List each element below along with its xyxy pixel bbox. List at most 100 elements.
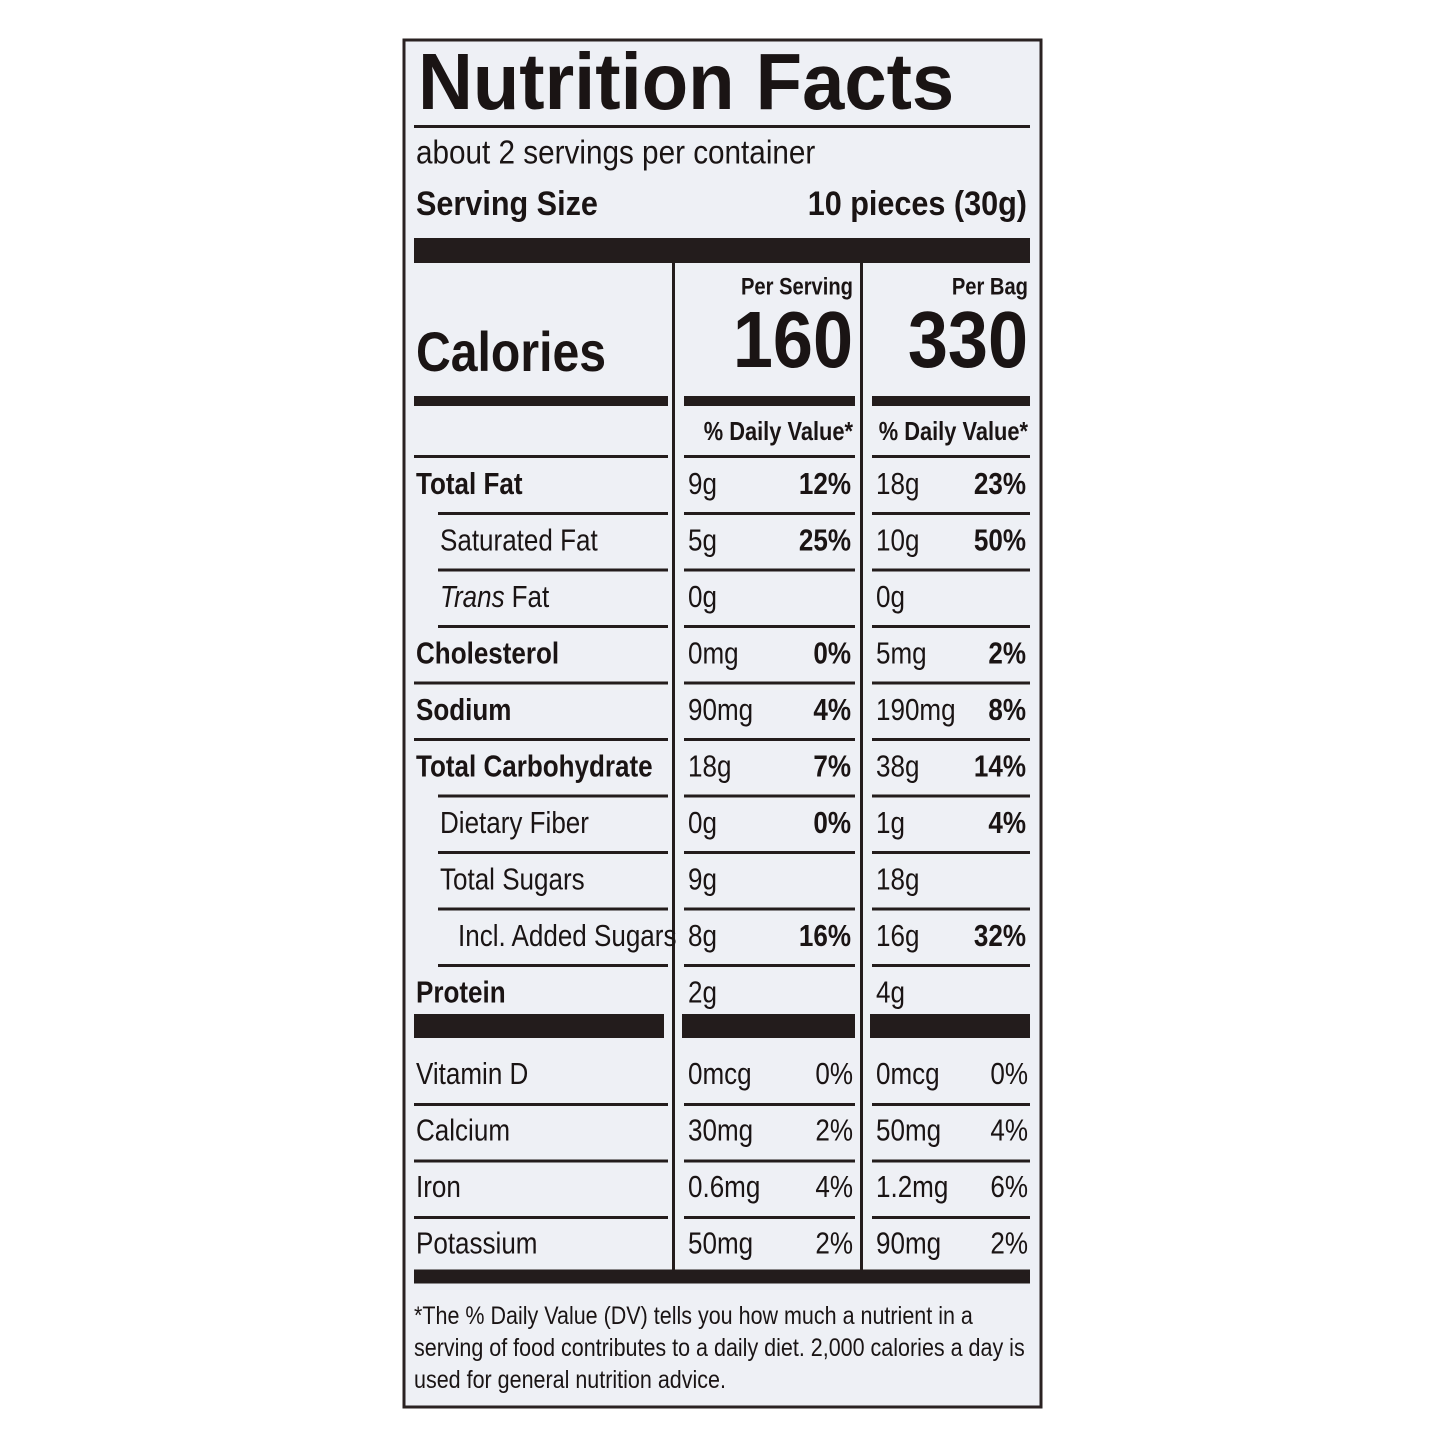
nutrient-label: Total Carbohydrate bbox=[416, 750, 653, 785]
rule bbox=[438, 568, 668, 572]
rule bbox=[872, 851, 1030, 854]
rule bbox=[684, 738, 855, 741]
serving-size-label: Serving Size bbox=[416, 185, 598, 223]
amount: 18g bbox=[688, 750, 731, 785]
nutrient-label: Incl. Added Sugars bbox=[458, 919, 676, 954]
rule bbox=[414, 1216, 668, 1219]
daily-value: 2% bbox=[988, 637, 1026, 672]
thick-bar bbox=[414, 1014, 664, 1038]
nutrient-label: Trans bbox=[440, 580, 505, 615]
rule bbox=[684, 1216, 855, 1219]
amount: 5mg bbox=[876, 637, 927, 672]
calories-value: 160 bbox=[733, 296, 853, 385]
daily-value: 50% bbox=[974, 524, 1026, 559]
amount: 16g bbox=[876, 919, 919, 954]
thick-bar bbox=[414, 1269, 1030, 1284]
daily-value: 8% bbox=[988, 693, 1026, 728]
rule bbox=[684, 1159, 855, 1163]
daily-value: 2% bbox=[990, 1227, 1028, 1262]
daily-value: 7% bbox=[813, 750, 851, 785]
rule bbox=[684, 1103, 855, 1106]
rule bbox=[684, 512, 855, 515]
rule bbox=[872, 907, 1030, 911]
column-divider bbox=[860, 263, 863, 1278]
calories-label: Calories bbox=[416, 321, 606, 383]
rule bbox=[872, 964, 1030, 967]
daily-value: 23% bbox=[974, 467, 1026, 502]
rule bbox=[684, 681, 855, 685]
daily-value: 0% bbox=[990, 1057, 1028, 1092]
amount: 4g bbox=[876, 976, 905, 1011]
amount: 0mcg bbox=[876, 1057, 940, 1092]
bar bbox=[872, 396, 1030, 406]
amount: 50mg bbox=[876, 1114, 941, 1149]
rule bbox=[684, 907, 855, 911]
amount: 50mg bbox=[688, 1227, 753, 1262]
rule bbox=[414, 1159, 668, 1163]
amount: 38g bbox=[876, 750, 919, 785]
nutrient-label: Total Fat bbox=[416, 467, 523, 502]
bar bbox=[414, 396, 668, 406]
amount: 90mg bbox=[688, 693, 753, 728]
amount: 0g bbox=[688, 806, 717, 841]
serving-size-value: 10 pieces (30g) bbox=[808, 185, 1027, 223]
amount: 10g bbox=[876, 524, 919, 559]
dv-header: % Daily Value* bbox=[879, 417, 1029, 446]
rule bbox=[872, 738, 1030, 741]
nutrient-label: Protein bbox=[416, 976, 506, 1011]
rule bbox=[684, 851, 855, 854]
amount: 9g bbox=[688, 467, 717, 502]
vitamin-label: Potassium bbox=[416, 1227, 537, 1262]
rule bbox=[684, 625, 855, 628]
amount: 90mg bbox=[876, 1227, 941, 1262]
vitamin-label: Iron bbox=[416, 1170, 461, 1205]
daily-value: 2% bbox=[815, 1227, 853, 1262]
thick-bar bbox=[414, 238, 1030, 263]
nutrient-label: Cholesterol bbox=[416, 637, 559, 672]
rule bbox=[414, 125, 1030, 128]
rule bbox=[872, 1216, 1030, 1219]
daily-value: 4% bbox=[990, 1114, 1028, 1149]
column-heading: Per Bag bbox=[952, 273, 1028, 300]
daily-value: 16% bbox=[799, 919, 851, 954]
daily-value: 0% bbox=[815, 1057, 853, 1092]
rule bbox=[438, 964, 668, 967]
vitamin-label: Calcium bbox=[416, 1114, 510, 1149]
rule bbox=[684, 455, 855, 458]
column-divider bbox=[672, 263, 675, 1278]
nutrient-label: Sodium bbox=[416, 693, 511, 728]
amount: 5g bbox=[688, 524, 717, 559]
amount: 190mg bbox=[876, 693, 956, 728]
amount: 8g bbox=[688, 919, 717, 954]
amount: 18g bbox=[876, 863, 919, 898]
rule bbox=[414, 738, 668, 741]
nutrient-label: Saturated Fat bbox=[440, 524, 598, 559]
vitamin-label: Vitamin D bbox=[416, 1057, 528, 1092]
rule bbox=[872, 794, 1030, 798]
amount: 0mcg bbox=[688, 1057, 752, 1092]
amount: 0g bbox=[688, 580, 717, 615]
amount: 0.6mg bbox=[688, 1170, 760, 1205]
rule bbox=[872, 1103, 1030, 1106]
thick-bar bbox=[870, 1014, 1030, 1038]
rule bbox=[684, 568, 855, 572]
nutrient-label: Total Sugars bbox=[440, 863, 585, 898]
column-heading: Per Serving bbox=[741, 273, 853, 300]
rule bbox=[872, 625, 1030, 628]
rule bbox=[684, 794, 855, 798]
amount: 2g bbox=[688, 976, 717, 1011]
daily-value: 14% bbox=[974, 750, 1026, 785]
rule bbox=[414, 1103, 668, 1106]
rule bbox=[872, 1159, 1030, 1163]
rule bbox=[872, 568, 1030, 572]
daily-value: 0% bbox=[813, 637, 851, 672]
dv-header: % Daily Value* bbox=[704, 417, 854, 446]
daily-value: 0% bbox=[813, 806, 851, 841]
amount: 0g bbox=[876, 580, 905, 615]
amount: 18g bbox=[876, 467, 919, 502]
rule bbox=[872, 681, 1030, 685]
daily-value: 4% bbox=[988, 806, 1026, 841]
calories-value: 330 bbox=[908, 296, 1028, 385]
